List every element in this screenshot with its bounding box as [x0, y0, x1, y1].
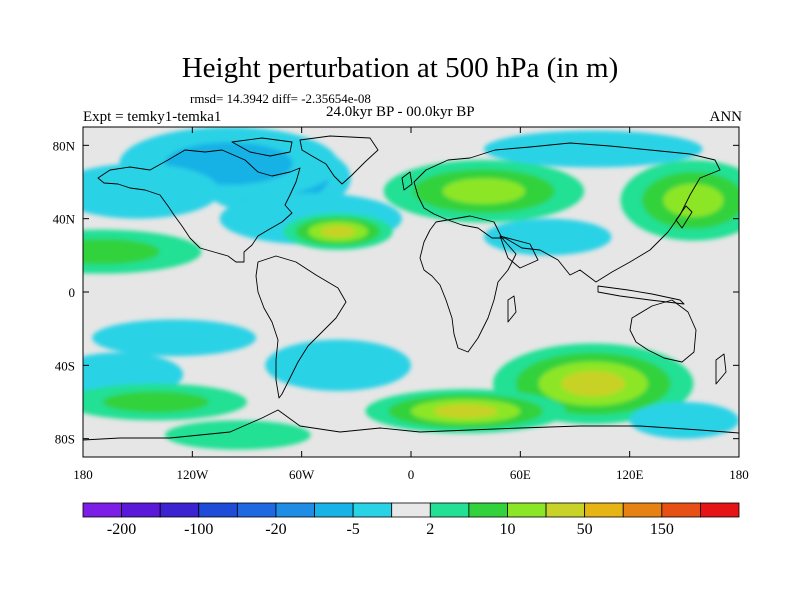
- colorbar-label: -5: [346, 521, 359, 538]
- period-label: 24.0kyr BP - 00.0kyr BP: [326, 104, 475, 120]
- field-anomaly: [629, 402, 739, 439]
- colorbar-label: 10: [499, 521, 515, 538]
- lon-tick-label: 120W: [176, 467, 209, 482]
- colorbar-swatch: [429, 502, 470, 518]
- field-anomaly: [165, 420, 311, 450]
- field-anomaly: [92, 319, 257, 357]
- colorbar-label: -20: [265, 521, 286, 538]
- colorbar-swatch: [198, 502, 238, 518]
- field-anomaly: [83, 238, 160, 265]
- colorbar-swatch: [314, 502, 354, 518]
- coastline-indonesia: [597, 285, 685, 305]
- coastline-arctic-islands: [231, 137, 293, 157]
- colorbar-label: -100: [184, 521, 213, 538]
- colorbar-swatch: [545, 502, 586, 518]
- coastline-arabia: [499, 235, 539, 269]
- lon-tick-label: 0: [408, 467, 415, 482]
- stats-text: rmsd= 14.3942 diff= -2.35654e-08: [190, 91, 371, 106]
- colorbar-label: 50: [577, 521, 593, 538]
- colorbar-swatch: [507, 502, 547, 518]
- lat-tick-label: 40N: [53, 212, 76, 227]
- coastline-uk: [401, 171, 413, 191]
- longitude-axis: 180 120W 60W 0 60E 120E 180: [73, 127, 749, 482]
- field-anomaly: [265, 339, 411, 392]
- field-anomaly: [663, 183, 724, 217]
- colorbar-swatch: [82, 502, 122, 518]
- experiment-label: Expt = temky1-temka1: [83, 109, 222, 125]
- colorbar-swatch: [700, 502, 740, 518]
- lat-tick-label: 80S: [55, 432, 75, 447]
- lon-tick-label: 60E: [510, 467, 531, 482]
- colorbar-swatch: [661, 502, 701, 518]
- colorbar-swatch: [236, 502, 277, 518]
- field-anomaly: [320, 225, 356, 238]
- colorbar-label: 150: [650, 521, 674, 538]
- lon-tick-label: 180: [729, 467, 749, 482]
- coastline-japan: [675, 205, 693, 229]
- lon-tick-label: 120E: [616, 467, 644, 482]
- field-anomaly: [83, 163, 220, 219]
- colorbar-swatch: [159, 502, 200, 518]
- coastline-south-america: [255, 255, 347, 399]
- colorbar-swatch: [391, 502, 431, 518]
- colorbar: -200 -100 -20 -5 2 10 50 150: [82, 502, 740, 538]
- lat-tick-label: 80N: [53, 138, 76, 153]
- colorbar-swatch: [275, 502, 315, 518]
- lon-tick-label: 180: [73, 467, 93, 482]
- field-anomaly: [483, 218, 612, 256]
- coastline-antarctica: [83, 409, 739, 441]
- coastline-madagascar: [507, 295, 517, 323]
- colorbar-swatch: [622, 502, 663, 518]
- lat-tick-label: 0: [69, 285, 76, 300]
- coastlines: [83, 135, 739, 441]
- colorbar-swatch: [352, 502, 393, 518]
- coastline-africa: [419, 215, 517, 353]
- lat-tick-label: 40S: [55, 358, 75, 373]
- map-area: [83, 127, 739, 457]
- coastline-eurasia: [413, 142, 721, 283]
- field-anomaly: [442, 178, 526, 205]
- lon-tick-label: 60W: [289, 467, 315, 482]
- colorbar-swatch: [121, 502, 161, 518]
- field-anomaly: [433, 404, 498, 419]
- season-label: ANN: [709, 109, 743, 125]
- coastline-new-zealand: [715, 353, 727, 385]
- latitude-axis: 80N 40N 0 40S 80S: [53, 138, 739, 447]
- colorbar-label: 2: [426, 521, 434, 538]
- colorbar-swatch: [468, 502, 508, 518]
- field-anomaly: [483, 130, 703, 168]
- coastline-north-america: [97, 149, 301, 263]
- field-anomaly: [102, 391, 210, 413]
- plot-title: Height perturbation at 500 hPa (in m): [181, 52, 619, 84]
- field-anomaly: [561, 370, 626, 397]
- colorbar-label: -200: [107, 521, 136, 538]
- coastline-greenland: [299, 135, 379, 185]
- height-field: [83, 127, 739, 450]
- colorbar-swatch: [584, 502, 624, 518]
- coastline-australia: [629, 299, 697, 363]
